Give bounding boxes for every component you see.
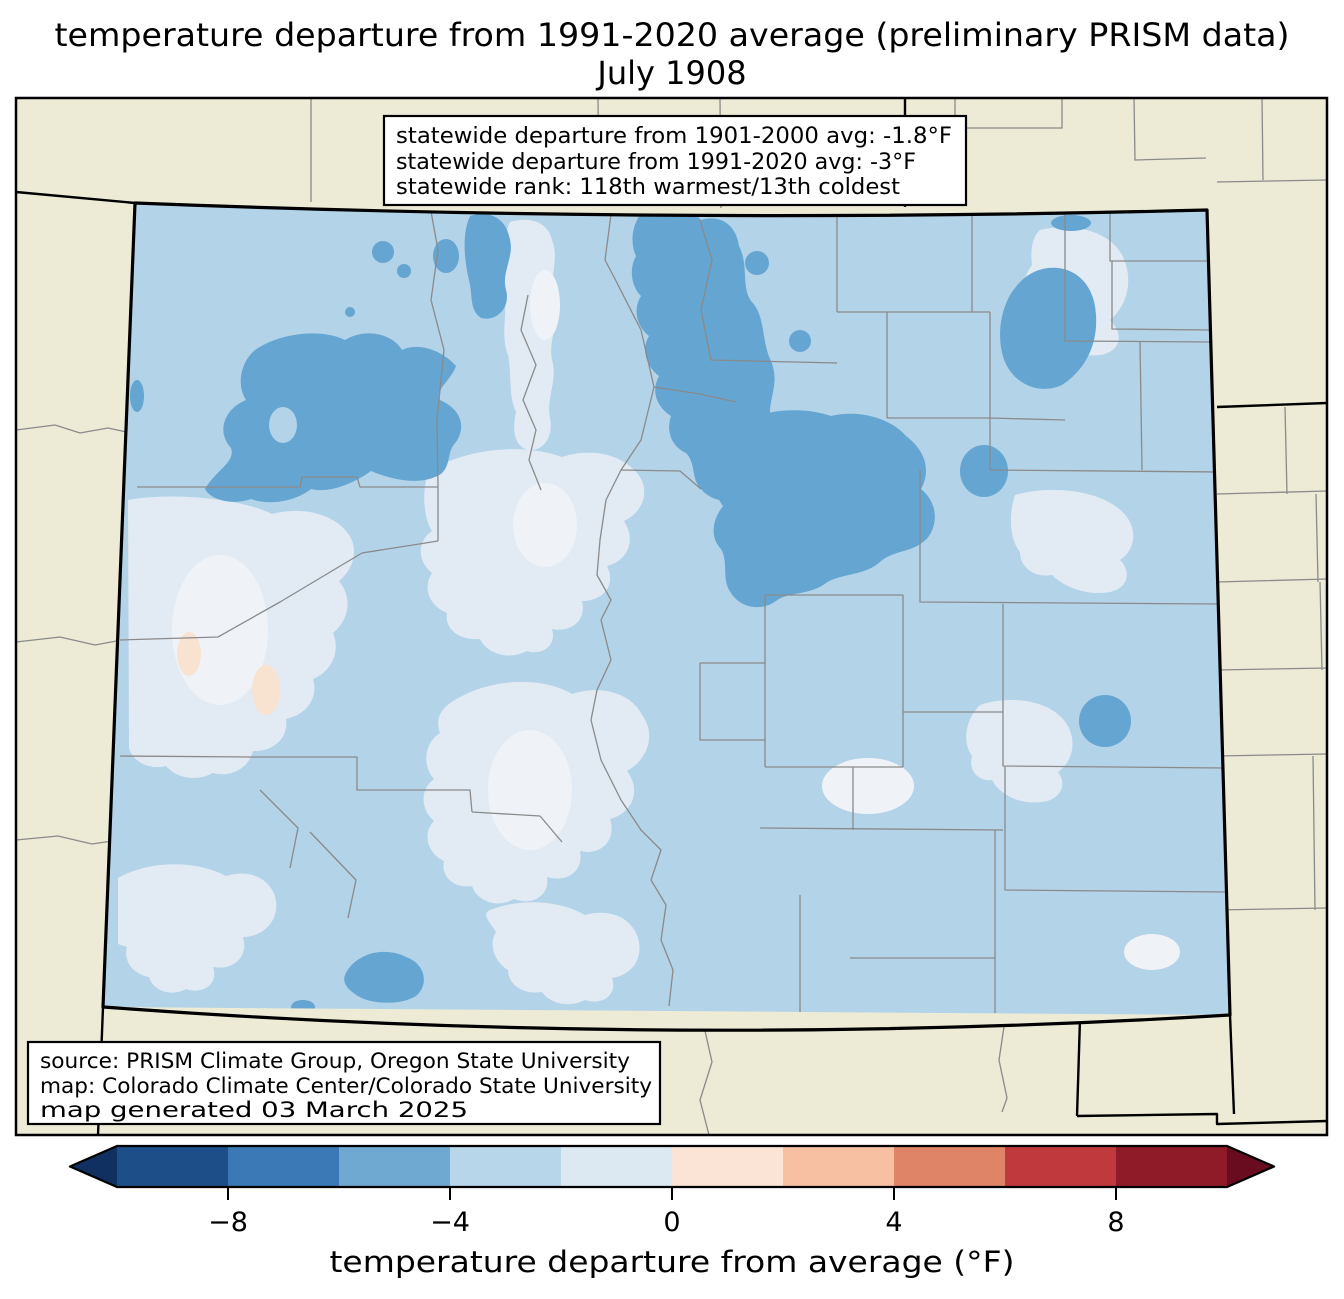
neighbor-state-borders [15, 98, 1328, 1136]
figure-title-line2: July 1908 [595, 54, 746, 92]
source-box: source: PRISM Climate Group, Oregon Stat… [26, 1040, 662, 1126]
tick-label: 8 [1107, 1207, 1124, 1238]
tick-label: 4 [885, 1207, 902, 1238]
colorbar-bin [1116, 1146, 1227, 1187]
source-line1: source: PRISM Climate Group, Oregon Stat… [40, 1049, 630, 1073]
colorbar-extend-right [1227, 1146, 1274, 1187]
anomaly-patches-peach [177, 632, 280, 715]
state-colorado-border [101, 201, 1232, 1032]
colorbar-bin [117, 1146, 228, 1187]
stats-box: statewide departure from 1901-2000 avg: … [382, 114, 968, 207]
colorbar: −8 −4 0 4 8 temperature departure from a… [68, 1144, 1276, 1279]
south-border-sliver [103, 1007, 1230, 1031]
stats-line3: statewide rank: 118th warmest/13th colde… [396, 174, 900, 200]
colorbar-bin [228, 1146, 339, 1187]
map-frame [14, 96, 1329, 1137]
colorbar-outline [68, 1144, 1276, 1189]
county-lines [119, 205, 1227, 1013]
colorbar-bin [894, 1146, 1005, 1187]
source-line2: map: Colorado Climate Center/Colorado St… [40, 1074, 652, 1098]
tick-label: −4 [430, 1207, 470, 1238]
stats-line2: statewide departure from 1991-2020 avg: … [396, 149, 916, 175]
stats-line1: statewide departure from 1901-2000 avg: … [396, 123, 952, 149]
colorbar-extend-left [70, 1146, 117, 1187]
colorbar-bin [672, 1146, 783, 1187]
colorbar-tick-marks [227, 1187, 1117, 1200]
colorbar-bin [783, 1146, 894, 1187]
tick-label: −8 [208, 1207, 248, 1238]
tick-label: 0 [663, 1207, 680, 1238]
anomaly-patches-dark [130, 207, 1131, 1014]
source-line3: map generated 03 March 2025 [40, 1098, 468, 1122]
colorbar-bin [561, 1146, 672, 1187]
dark-patch-hole [269, 407, 297, 443]
colorbar-label: temperature departure from average (°F) [330, 1245, 1015, 1279]
colorbar-bin [1005, 1146, 1116, 1187]
colorbar-bin [450, 1146, 561, 1187]
colorbar-tick-labels: −8 −4 0 4 8 [208, 1207, 1125, 1238]
anomaly-patches-lighter [172, 270, 1180, 970]
figure-title-line1: temperature departure from 1991-2020 ave… [55, 16, 1290, 54]
colorbar-bin [339, 1146, 450, 1187]
